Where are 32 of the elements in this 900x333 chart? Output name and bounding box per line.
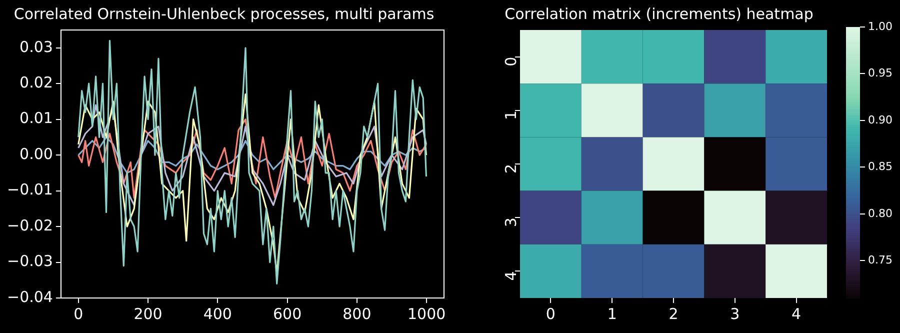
color-bar-label: 1.00 (868, 20, 892, 33)
color-bar-label: 0.95 (868, 66, 892, 80)
x-tick-label: 4 (792, 304, 802, 323)
y-tick-label: 0.00 (20, 144, 53, 163)
y-tick-label: 2 (502, 164, 520, 174)
y-tick-label: 0.02 (20, 73, 53, 92)
x-tick-label: 3 (730, 304, 740, 323)
y-tick-label: −0.01 (7, 180, 53, 199)
x-tick-label: 0 (546, 304, 556, 323)
color-bar-label: 0.85 (868, 160, 892, 174)
y-tick-label: 0.03 (20, 38, 53, 56)
x-tick-label: 0 (74, 304, 84, 323)
y-tick-label: 1 (502, 110, 520, 120)
x-tick-label: 400 (203, 304, 232, 323)
color-bar-label: 0.80 (868, 206, 892, 220)
y-tick-label: −0.02 (7, 216, 53, 234)
x-tick-label: 600 (272, 304, 302, 323)
x-tick-label: 1 (607, 304, 617, 323)
x-tick-label: 1000 (407, 304, 446, 323)
chart-title: Correlation matrix (increments) heatmap (504, 4, 814, 23)
chart-title: Correlated Ornstein-Uhlenbeck processes, multi params (14, 4, 434, 23)
y-tick-label: 4 (502, 271, 520, 281)
x-tick-label: 800 (342, 304, 372, 323)
y-tick-label: −0.04 (7, 288, 53, 306)
x-tick-label: 200 (134, 304, 162, 323)
y-tick-label: −0.03 (7, 252, 53, 270)
x-tick-label: 2 (668, 304, 678, 323)
y-tick-label: 3 (502, 218, 520, 228)
color-bar-label: 0.90 (868, 113, 892, 126)
y-tick-label: 0 (502, 56, 520, 66)
y-tick-label: 0.01 (20, 109, 53, 128)
color-bar-label: 0.75 (868, 253, 892, 266)
